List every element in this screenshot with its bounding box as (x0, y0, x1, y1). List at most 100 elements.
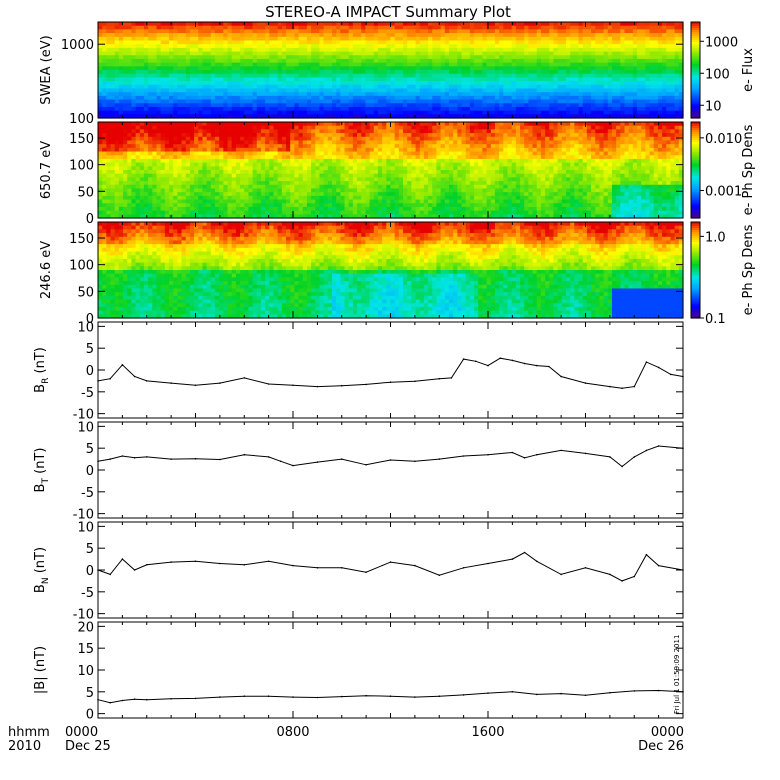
swea-cell (474, 40, 479, 45)
swea-cell (210, 84, 216, 90)
pad650-cell (110, 133, 116, 138)
swea-cell (449, 33, 454, 38)
swea-cell (566, 29, 571, 34)
swea-cell (545, 88, 550, 93)
swea-cell (469, 51, 475, 56)
swea-cell (603, 103, 609, 108)
pad650-cell (273, 173, 279, 178)
swea-cell (624, 88, 630, 93)
pad650-cell (223, 181, 229, 186)
swea-cell (373, 22, 379, 27)
swea-cell (499, 103, 504, 108)
swea-cell (540, 73, 546, 78)
swea-cell (482, 29, 488, 34)
swea-cell (219, 33, 224, 38)
swea-cell (645, 99, 651, 104)
pad650-cell (169, 158, 174, 164)
swea-cell (352, 92, 358, 97)
pad650-cell (143, 125, 149, 130)
swea-cell (206, 66, 212, 71)
pad650-cell (169, 166, 174, 171)
pad650-cell (240, 188, 245, 193)
swea-cell (323, 103, 329, 108)
swea-cell (645, 25, 651, 30)
swea-cell (432, 66, 438, 71)
swea-cell (549, 40, 555, 45)
swea-cell (286, 58, 291, 64)
swea-cell (628, 88, 634, 93)
swea-cell (332, 58, 337, 64)
swea-cell (407, 88, 412, 93)
swea-cell (386, 29, 392, 34)
swea-cell (348, 62, 354, 67)
swea-cell (582, 70, 588, 75)
swea-cell (411, 40, 417, 45)
swea-cell (344, 99, 350, 104)
swea-cell (553, 58, 559, 64)
swea-cell (553, 73, 559, 78)
pad650-cell (143, 140, 149, 145)
swea-cell (106, 106, 112, 112)
swea-cell (486, 22, 492, 27)
pad650-cell (202, 155, 208, 160)
swea-cell (678, 47, 684, 53)
swea-cell (674, 40, 680, 45)
swea-cell (365, 99, 371, 104)
pad650-cell (102, 203, 107, 208)
swea-cell (419, 84, 425, 90)
swea-cell (256, 92, 262, 97)
swea-cell (486, 51, 492, 56)
swea-cell (545, 99, 550, 104)
pad650-cell (106, 166, 112, 171)
swea-cell (248, 84, 254, 90)
pad650-cell (277, 147, 283, 153)
pad650-cell (223, 195, 229, 201)
swea-cell (327, 77, 333, 82)
swea-cell (662, 33, 667, 38)
swea-cell (536, 66, 542, 71)
swea-cell (403, 114, 408, 119)
pad650-cell (185, 166, 191, 171)
swea-cell (478, 95, 484, 101)
swea-cell (352, 73, 358, 78)
swea-cell (678, 99, 684, 104)
pad650-cell (215, 203, 220, 208)
swea-cell (160, 81, 166, 86)
swea-cell (110, 106, 116, 112)
swea-cell (198, 66, 204, 71)
pad650-cell (277, 192, 283, 197)
swea-cell (637, 99, 642, 104)
swea-cell (210, 62, 216, 67)
swea-cell (139, 66, 145, 71)
pad650-cell (148, 166, 153, 171)
swea-cell (298, 58, 304, 64)
pad650-cell (181, 125, 187, 130)
swea-cell (198, 44, 204, 49)
swea-cell (102, 95, 107, 101)
swea-cell (645, 22, 651, 27)
swea-cell (461, 95, 467, 101)
swea-cell (599, 77, 605, 82)
swea-cell (164, 40, 170, 45)
swea-cell (281, 51, 287, 56)
swea-cell (357, 106, 362, 112)
swea-cell (185, 88, 191, 93)
swea-cell (348, 47, 354, 53)
swea-cell (315, 25, 321, 30)
pad650-cell (160, 188, 166, 193)
swea-cell (340, 36, 346, 42)
pad650-cell (273, 147, 279, 153)
swea-cell (127, 99, 133, 104)
swea-cell (419, 88, 425, 93)
swea-cell (465, 29, 471, 34)
swea-cell (515, 81, 521, 86)
swea-cell (586, 114, 592, 119)
swea-cell (394, 62, 400, 67)
swea-cell (624, 62, 630, 67)
swea-cell (515, 95, 521, 101)
swea-cell (616, 58, 621, 64)
swea-cell (440, 84, 446, 90)
swea-cell (515, 73, 521, 78)
swea-cell (373, 92, 379, 97)
swea-cell (611, 92, 617, 97)
